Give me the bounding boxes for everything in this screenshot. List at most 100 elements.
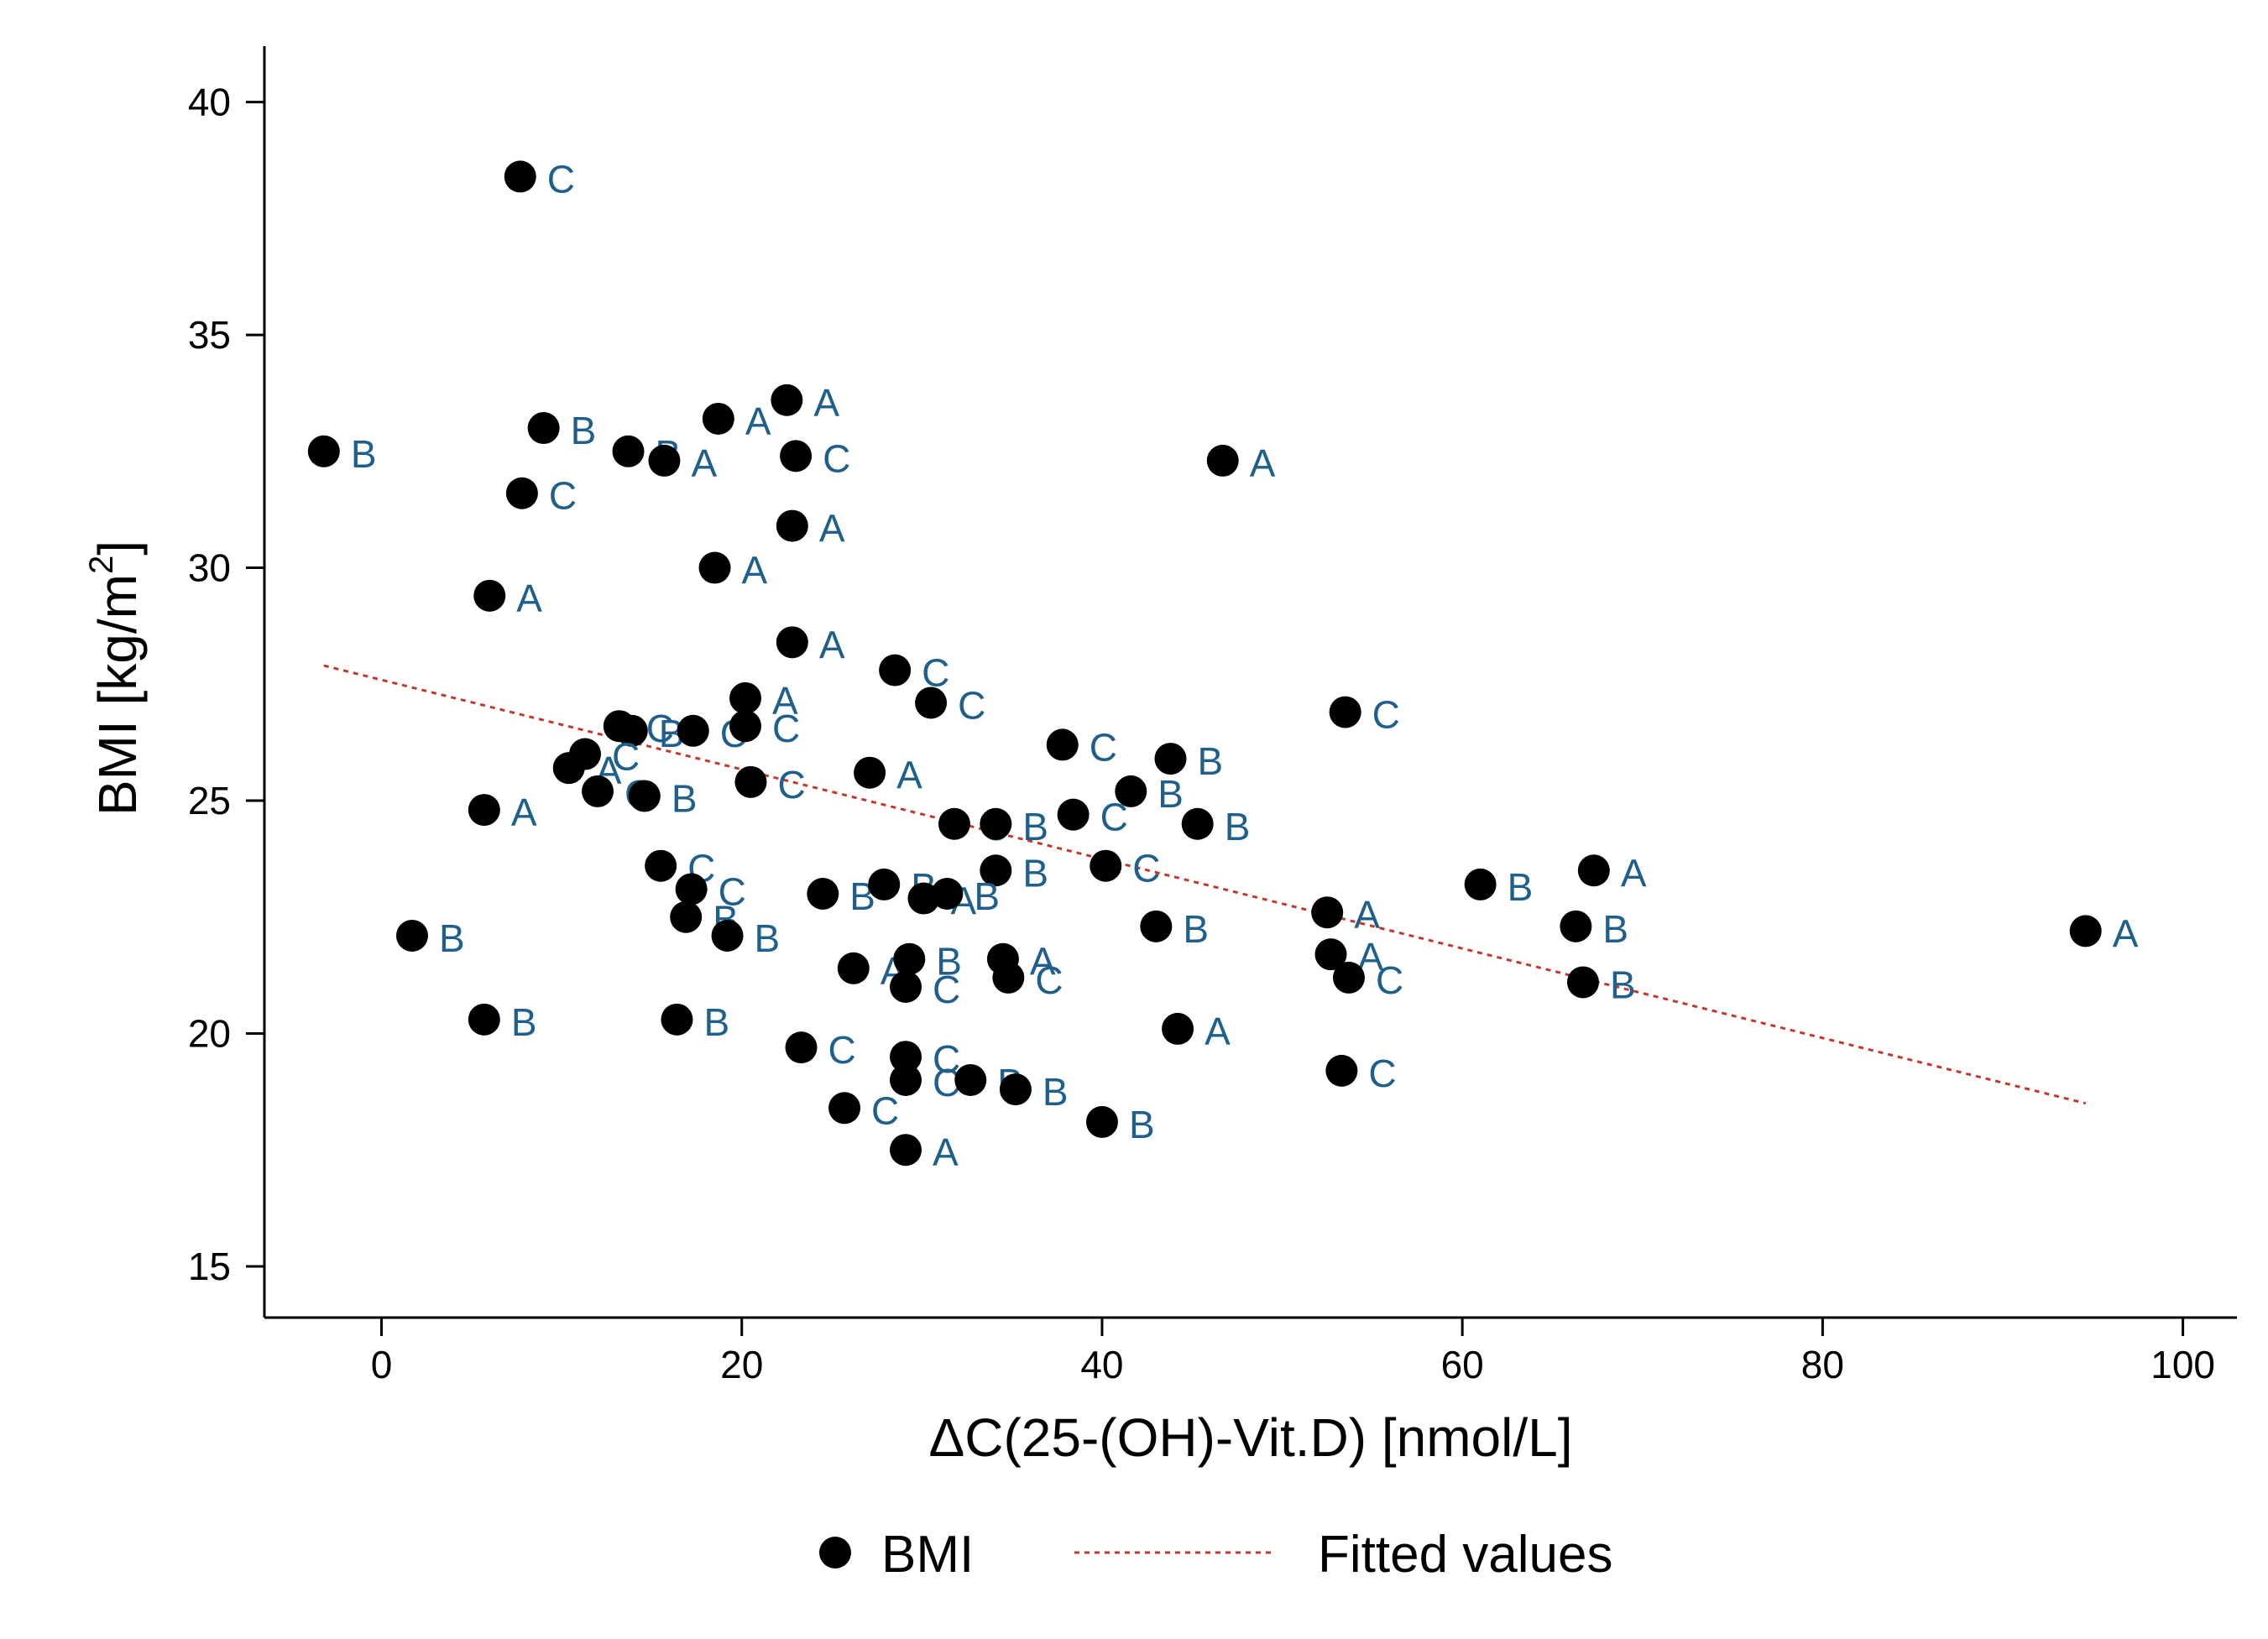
data-point-label: A — [819, 623, 845, 666]
data-point — [698, 551, 731, 584]
data-point-label: C — [1372, 693, 1400, 737]
data-point-label: A — [516, 577, 542, 620]
data-point-label: C — [828, 1028, 856, 1072]
data-point-label: C — [547, 157, 575, 201]
data-point — [395, 919, 428, 952]
data-point-label: A — [813, 381, 839, 425]
data-point — [868, 868, 901, 900]
data-point — [729, 710, 762, 743]
chart-frame — [28, 25, 2240, 1616]
data-point-label: A — [772, 679, 798, 723]
y-axis-ticks: 15 20 25 30 35 40 — [188, 81, 264, 1288]
data-point-label: B — [439, 916, 465, 960]
y-axis-title-main: BMI [kg/m — [87, 574, 148, 816]
x-tick-label: 40 — [1080, 1343, 1123, 1386]
y-axis-title-close: ] — [87, 540, 148, 556]
data-point-label: C — [871, 1088, 899, 1132]
data-point — [854, 756, 886, 789]
data-point-label: C — [549, 474, 577, 518]
data-point-label: B — [974, 874, 1000, 918]
data-point-label: B — [1225, 805, 1251, 848]
data-point — [569, 738, 602, 770]
x-tick-label: 0 — [371, 1343, 393, 1386]
data-point — [615, 714, 648, 747]
data-point — [938, 807, 970, 840]
data-point-label: A — [896, 754, 922, 797]
data-point — [677, 714, 709, 747]
legend-label-bmi: BMI — [881, 1526, 974, 1584]
data-point-label: A — [2113, 911, 2139, 955]
data-point-label: C — [612, 735, 640, 779]
data-point — [1140, 910, 1173, 942]
data-point — [1085, 1105, 1118, 1138]
data-point — [890, 970, 922, 1003]
data-point — [931, 878, 964, 910]
data-point — [1325, 1054, 1358, 1087]
data-point — [1332, 961, 1365, 994]
data-point-label: B — [1158, 772, 1184, 816]
data-point — [954, 1063, 987, 1096]
data-point-label: A — [1030, 940, 1056, 984]
data-point-label: C — [933, 968, 960, 1011]
data-point — [468, 1003, 500, 1036]
y-axis-title-superscript: 2 — [83, 556, 120, 574]
data-point-label: C — [958, 683, 985, 727]
data-point — [729, 681, 762, 714]
data-point — [980, 854, 1012, 887]
data-point — [1560, 910, 1592, 942]
data-point-label: C — [1035, 958, 1063, 1002]
data-point-label: B — [1022, 805, 1048, 848]
data-point — [661, 1003, 693, 1036]
data-point-label: B — [1602, 907, 1628, 951]
data-point-label: A — [1205, 1010, 1231, 1053]
data-point — [670, 900, 703, 933]
data-point-label: A — [742, 549, 768, 592]
data-point — [1311, 896, 1344, 929]
data-point — [1566, 966, 1599, 999]
data-point — [992, 961, 1025, 994]
data-point — [780, 440, 813, 472]
data-point — [527, 412, 560, 445]
data-point — [1181, 807, 1214, 840]
data-point — [837, 952, 870, 984]
x-tick-label: 80 — [1801, 1343, 1844, 1386]
data-point-label: B — [936, 940, 962, 984]
data-point-label: B — [1022, 851, 1048, 895]
x-tick-label: 100 — [2150, 1343, 2215, 1386]
data-point — [893, 942, 926, 975]
data-point — [785, 1031, 818, 1064]
data-point — [504, 160, 536, 193]
data-point — [473, 579, 506, 612]
data-point — [734, 765, 767, 798]
data-point — [999, 1073, 1032, 1106]
data-point — [879, 654, 912, 686]
data-point-label: B — [1183, 907, 1209, 951]
data-point-label: C — [1100, 796, 1128, 839]
data-point-label: B — [703, 1000, 729, 1044]
data-point — [612, 435, 645, 467]
data-point — [505, 477, 538, 509]
data-point-label: C — [823, 436, 850, 480]
data-point — [771, 384, 803, 416]
x-tick-label: 60 — [1441, 1343, 1484, 1386]
y-axis-title: BMI [kg/m2] — [83, 540, 148, 816]
data-point — [1329, 696, 1361, 728]
y-tick-label: 30 — [188, 546, 231, 590]
data-point-label: A — [1621, 851, 1647, 895]
y-tick-label: 15 — [188, 1245, 231, 1288]
data-point-label: B — [511, 1000, 537, 1044]
data-point-label: B — [571, 409, 597, 452]
data-point — [1464, 868, 1497, 900]
data-point — [1057, 798, 1090, 831]
data-point — [1206, 444, 1239, 477]
data-point-label: B — [1043, 1070, 1069, 1114]
data-point — [1314, 938, 1347, 971]
data-point-label: B — [672, 776, 698, 820]
data-point — [2069, 915, 2102, 947]
y-tick-label: 35 — [188, 313, 231, 357]
data-point-label: A — [511, 791, 537, 834]
data-point-label: B — [351, 432, 377, 476]
legend: BMI Fitted values — [819, 1526, 1613, 1584]
data-point-label: A — [1354, 893, 1380, 937]
